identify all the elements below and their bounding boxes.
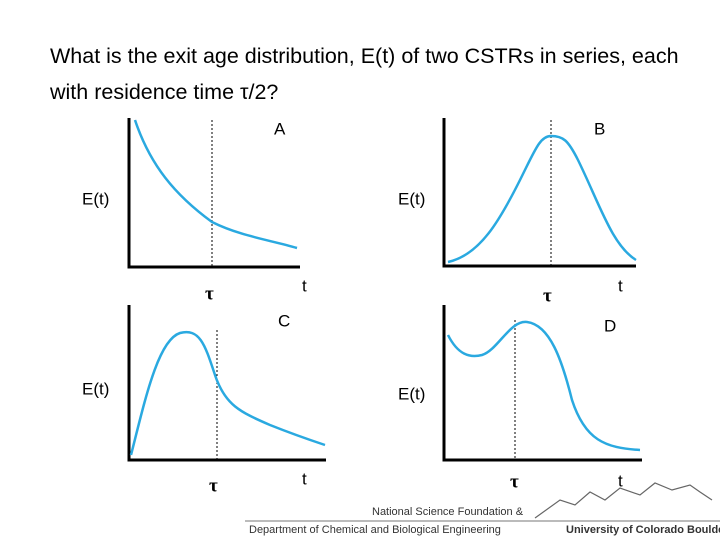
x-label: t xyxy=(302,469,307,488)
curve xyxy=(447,134,637,264)
y-label: E(t) xyxy=(398,384,425,403)
panel-b: E(t) t τ B xyxy=(398,118,637,306)
footer: National Science Foundation & Department… xyxy=(245,482,720,536)
curve xyxy=(133,119,298,250)
panel-label: B xyxy=(594,119,605,138)
curve xyxy=(446,320,641,452)
x-label: t xyxy=(302,276,307,295)
logo-text: University of Colorado Boulder xyxy=(566,524,720,536)
panel-a: E(t) t τ A xyxy=(82,118,307,304)
tau-label: τ xyxy=(209,475,218,496)
axes xyxy=(442,118,636,268)
axes xyxy=(127,118,300,269)
x-label: t xyxy=(618,471,623,490)
footer-line: National Science Foundation & xyxy=(372,506,524,518)
panel-label: C xyxy=(278,311,290,330)
curve xyxy=(129,330,326,456)
axes xyxy=(442,305,642,462)
tau-label: τ xyxy=(543,285,552,306)
y-label: E(t) xyxy=(82,189,109,208)
panel-label: D xyxy=(604,316,616,335)
tau-label: τ xyxy=(510,471,519,492)
logo-mountains xyxy=(534,482,713,519)
panel-d: E(t) t τ D xyxy=(398,305,642,492)
y-label: E(t) xyxy=(398,189,425,208)
panel-c: E(t) t τ C xyxy=(82,305,326,496)
question: What is the exit age distribution, E(t) … xyxy=(50,44,679,104)
axes xyxy=(127,305,326,462)
panel-label: A xyxy=(274,119,286,138)
tau-label: τ xyxy=(205,283,214,304)
y-label: E(t) xyxy=(82,379,109,398)
x-label: t xyxy=(618,276,623,295)
footer-line: Department of Chemical and Biological En… xyxy=(249,524,501,536)
